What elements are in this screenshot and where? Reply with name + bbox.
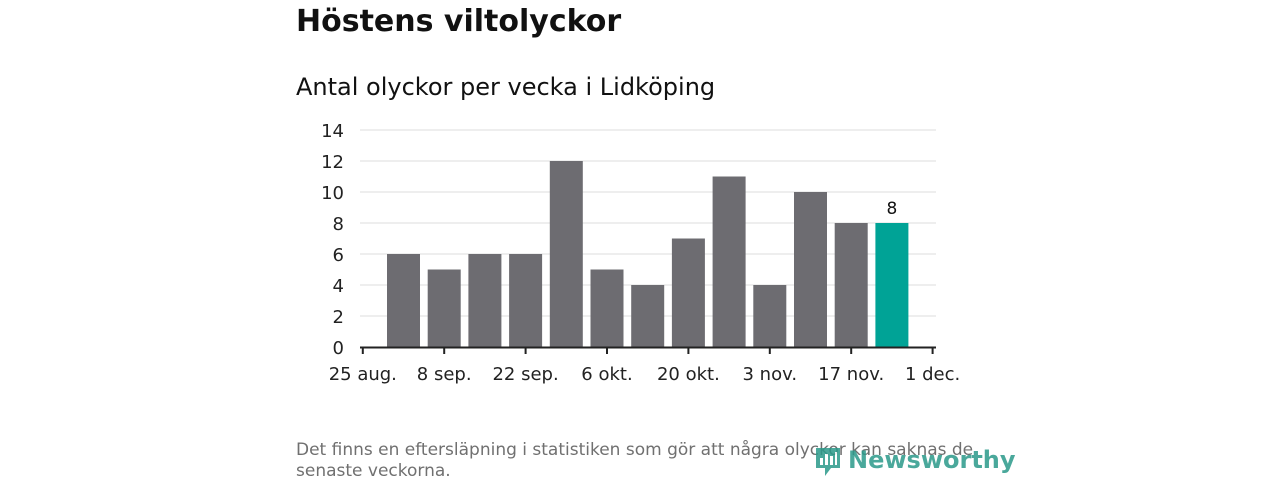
bar: [549, 161, 583, 347]
page-title: Höstens viltolyckor: [296, 4, 622, 39]
bar-chart-icon: [816, 448, 840, 476]
x-tick-label: 20 okt.: [657, 364, 720, 385]
x-tick-label: 3 nov.: [743, 364, 798, 385]
y-tick-label: 8: [333, 214, 344, 235]
y-tick-label: 14: [321, 121, 344, 142]
bar: [590, 269, 624, 347]
bar: [468, 254, 502, 347]
logo-text: Newsworthy: [848, 446, 1016, 474]
x-tick-label: 8 sep.: [417, 364, 472, 385]
chart-title: Antal olyckor per vecka i Lidköping: [296, 73, 716, 101]
bar: [387, 254, 420, 347]
bar: [427, 269, 461, 347]
y-tick-label: 12: [321, 152, 344, 173]
bar: [834, 223, 868, 347]
newsworthy-logo: Newsworthy: [814, 444, 1016, 484]
bar: [875, 223, 909, 347]
y-tick-label: 10: [321, 183, 344, 204]
y-tick-label: 2: [333, 307, 344, 328]
bar: [794, 192, 827, 347]
x-tick-label: 1 dec.: [905, 364, 960, 385]
bar-chart: 0 2 4 6 8 10 12 14 8 25 aug. 8 sep. 22 sep. 6 okt.…: [321, 121, 960, 385]
y-tick-label: 6: [333, 245, 344, 266]
y-axis-ticks: 0 2 4 6 8 10 12 14: [321, 121, 344, 359]
bar: [712, 176, 746, 347]
x-tick-label: 22 sep.: [492, 364, 558, 385]
y-tick-label: 0: [333, 338, 344, 359]
x-tick-label: 25 aug.: [329, 364, 397, 385]
bar: [753, 285, 787, 347]
data-labels: 8: [886, 199, 897, 219]
y-tick-label: 4: [333, 276, 344, 297]
x-tick-label: 17 nov.: [818, 364, 884, 385]
bars: [387, 161, 909, 347]
bar: [671, 238, 705, 347]
x-tick-label: 6 okt.: [581, 364, 632, 385]
data-label: 8: [886, 199, 897, 219]
bar: [509, 254, 543, 347]
bar: [631, 285, 665, 347]
x-axis: 25 aug. 8 sep. 22 sep. 6 okt. 20 okt. 3 nov. 1…: [329, 346, 960, 385]
footnote: Det finns en eftersläpning i statistiken…: [296, 440, 974, 481]
